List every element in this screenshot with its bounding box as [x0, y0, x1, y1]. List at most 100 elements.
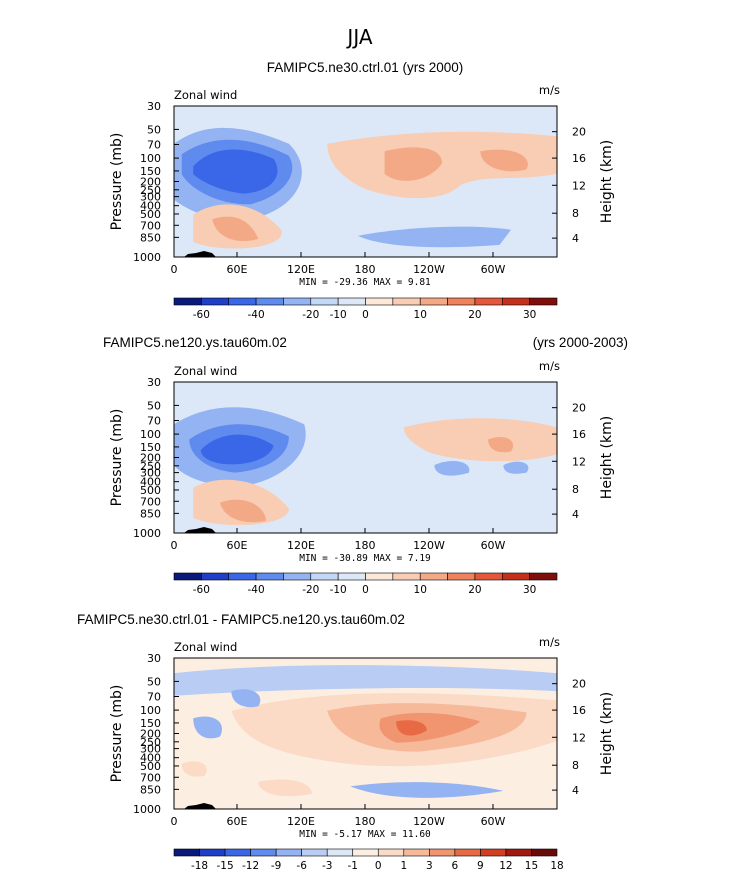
y-right-tick-label: 4	[572, 508, 579, 521]
y-right-tick-label: 8	[572, 759, 579, 772]
colorbar-swatch	[454, 848, 481, 857]
colorbar-swatch	[173, 572, 202, 581]
y-right-tick-label: 20	[572, 126, 586, 139]
y-right-tick-label: 20	[572, 402, 586, 415]
x-tick-label: 180	[355, 539, 376, 552]
colorbar-swatch	[447, 572, 476, 581]
colorbar-swatch	[255, 572, 284, 581]
panel-subtitle: Zonal wind	[174, 640, 237, 654]
colorbar-label: -20	[302, 309, 319, 321]
y-tick-label: 300	[140, 743, 161, 756]
contour-region	[181, 761, 207, 777]
colorbar-label: 30	[523, 309, 536, 321]
colorbar-swatch	[501, 297, 530, 306]
x-tick-label: 120E	[287, 263, 315, 276]
x-tick-label: 120W	[413, 263, 445, 276]
y-axis-label: Pressure (mb)	[109, 133, 125, 231]
y-tick-label: 400	[140, 476, 161, 489]
colorbar-swatch	[199, 848, 226, 857]
x-tick-label: 60E	[227, 263, 248, 276]
colorbar-label: 6	[452, 860, 459, 872]
panel-title: FAMIPC5.ne120.ys.tau60m.02	[103, 335, 287, 350]
colorbar-swatch	[365, 297, 394, 306]
contour-region	[231, 689, 261, 708]
colorbar-label: -10	[330, 309, 347, 321]
colorbar-label: -60	[193, 309, 210, 321]
topography	[184, 251, 216, 257]
colorbar-label: 3	[426, 860, 433, 872]
x-tick-label: 60W	[481, 539, 506, 552]
colorbar-swatch	[419, 297, 448, 306]
y-tick-label: 200	[140, 176, 161, 189]
colorbar-label: 12	[499, 860, 512, 872]
contour-region	[403, 418, 557, 462]
contour-region	[379, 712, 481, 743]
y-tick-label: 150	[140, 441, 161, 454]
units-label: m/s	[539, 83, 560, 97]
contour-field	[174, 106, 557, 257]
y-tick-label: 200	[140, 728, 161, 741]
colorbar-swatch	[310, 572, 339, 581]
colorbar-swatch	[224, 848, 251, 857]
y-tick-label: 100	[140, 704, 161, 717]
y-tick-label: 850	[140, 783, 161, 796]
y-tick-label: 30	[147, 376, 161, 389]
colorbar-swatch	[283, 297, 312, 306]
y-tick-label: 850	[140, 507, 161, 520]
colorbar-swatch	[228, 572, 257, 581]
colorbar-swatch	[201, 297, 230, 306]
y-tick-label: 700	[140, 495, 161, 508]
contour-region	[193, 149, 278, 194]
colorbar-label: 15	[525, 860, 538, 872]
panel-1: FAMIPC5.ne30.ctrl.01 (yrs 2000) Zonal win…	[109, 60, 615, 321]
colorbar-label: -60	[193, 584, 210, 596]
contour-region	[174, 106, 557, 122]
y-tick-label: 500	[140, 760, 161, 773]
panel-subtitle: Zonal wind	[174, 88, 237, 102]
colorbar-label: 9	[477, 860, 484, 872]
colorbar-swatch	[480, 848, 507, 857]
colorbar-swatch	[283, 572, 312, 581]
y-tick-label: 200	[140, 452, 161, 465]
colorbar-swatch	[505, 848, 532, 857]
colorbar: -60 -40 -20 -10 0 10 20 30	[173, 572, 558, 596]
y-right-tick-label: 4	[572, 232, 579, 245]
colorbar-label: -40	[247, 584, 264, 596]
y-right-tick-label: 12	[572, 731, 586, 744]
contour-region	[384, 147, 443, 181]
x-tick-label: 180	[355, 263, 376, 276]
colorbar-swatch	[529, 572, 558, 581]
colorbar-label: 18	[550, 860, 563, 872]
y-tick-label: 700	[140, 219, 161, 232]
y-right-tick-label: 4	[572, 784, 579, 797]
contour-region	[480, 149, 528, 172]
colorbar-label: -15	[216, 860, 233, 872]
colorbar-label: 1	[400, 860, 407, 872]
y-right-axis-label: Height (km)	[599, 692, 615, 775]
colorbar-label: -40	[247, 309, 264, 321]
colorbar-swatch	[377, 848, 405, 857]
y-tick-label: 250	[140, 184, 161, 197]
contour-region	[220, 499, 266, 523]
contour-field	[174, 382, 557, 533]
min-max-stats: MIN = -30.89 MAX = 7.19	[299, 553, 431, 564]
colorbar-swatch	[201, 572, 230, 581]
x-tick-label: 120W	[413, 539, 445, 552]
y-tick-label: 1000	[133, 527, 161, 540]
contour-region	[200, 434, 274, 465]
colorbar-swatch	[474, 297, 503, 306]
x-tick-label: 60E	[227, 815, 248, 828]
colorbar-label: -9	[271, 860, 281, 872]
colorbar: -60 -40 -20 -10 0 10 20 30	[173, 297, 558, 321]
y-tick-label: 250	[140, 736, 161, 749]
y-tick-label: 500	[140, 484, 161, 497]
x-tick-label: 180	[355, 815, 376, 828]
y-axis-label: Pressure (mb)	[109, 409, 125, 507]
y-tick-label: 400	[140, 752, 161, 765]
panel-2: FAMIPC5.ne120.ys.tau60m.02 (yrs 2000-2003…	[103, 335, 628, 596]
colorbar-swatch	[310, 297, 339, 306]
x-tick-label: 60W	[481, 263, 506, 276]
y-tick-label: 50	[147, 123, 161, 136]
contour-region	[258, 779, 312, 797]
contour-region	[488, 437, 514, 453]
